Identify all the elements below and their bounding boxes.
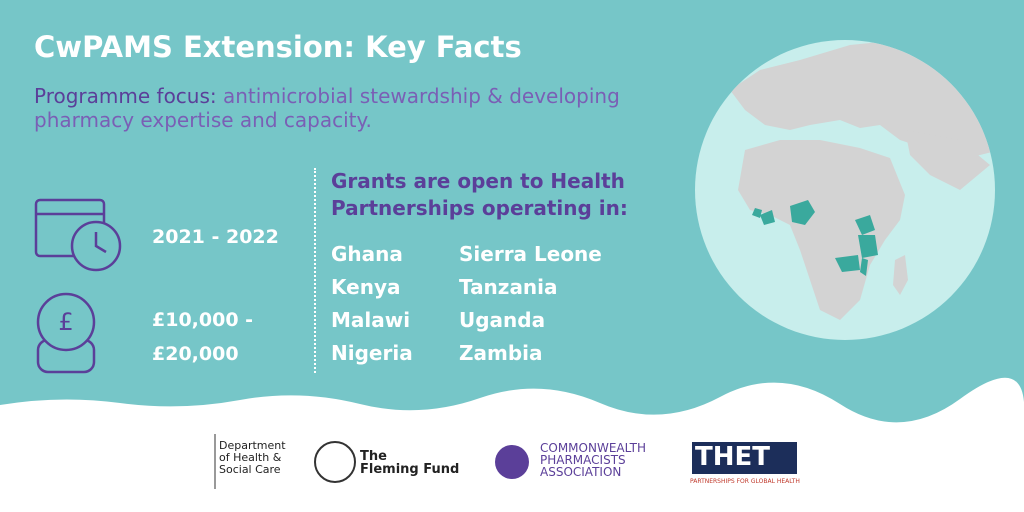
coins-icon: £	[36, 292, 96, 374]
funding-line: £10,000 -	[152, 309, 254, 331]
torn-paper	[0, 377, 1024, 512]
fleming: The Fleming Fund	[360, 450, 459, 476]
heading-line: Grants are open to Health	[331, 169, 625, 193]
grants-heading: Grants are open to Health Partnerships op…	[331, 168, 628, 222]
svg-text:£: £	[58, 308, 73, 336]
cpa: COMMONWEALTH PHARMACISTS ASSOCIATION	[540, 442, 646, 478]
thet: THET	[695, 442, 770, 472]
country-column: Ghana Kenya Malawi Nigeria	[331, 238, 413, 370]
country: Kenya	[331, 275, 401, 299]
logo-line: Department	[219, 439, 286, 452]
thet-tagline: PARTNERSHIPS FOR GLOBAL HEALTH	[690, 478, 800, 485]
logos: Department of Health & Social Care The Flem…	[0, 412, 1024, 512]
funding-line: £20,000	[152, 343, 239, 365]
country: Sierra Leone	[459, 242, 602, 266]
logo-line: The	[360, 449, 387, 464]
focus: Programme focus: antimicrobial stewardsh…	[34, 84, 674, 132]
divider	[314, 168, 316, 373]
calendar-icon	[34, 198, 122, 272]
fleming-icon	[314, 441, 356, 483]
focus-label: Programme focus:	[34, 84, 217, 108]
thet-box	[692, 442, 797, 474]
logo-line: of Health &	[219, 451, 282, 464]
land	[730, 40, 995, 320]
country: Tanzania	[459, 275, 558, 299]
country: Ghana	[331, 242, 403, 266]
logo-line: ASSOCIATION	[540, 465, 622, 479]
logo-line: Social Care	[219, 463, 281, 476]
logo-line: PHARMACISTS	[540, 453, 626, 467]
logo-art	[214, 434, 797, 489]
logo-line: COMMONWEALTH	[540, 441, 646, 455]
title: CwPAMS Extension: Key Facts	[34, 30, 522, 64]
country: Uganda	[459, 308, 546, 332]
dates: 2021 - 2022	[152, 226, 279, 248]
country: Nigeria	[331, 341, 413, 365]
heading-line: Partnerships operating in:	[331, 196, 628, 220]
focus-text: antimicrobial stewardship & developing p…	[34, 84, 620, 132]
country: Zambia	[459, 341, 543, 365]
country: Malawi	[331, 308, 411, 332]
country-column: Sierra Leone Tanzania Uganda Zambia	[459, 238, 602, 370]
cpa-icon	[495, 445, 529, 479]
logo-line: Fleming Fund	[360, 462, 460, 477]
dhsc: Department of Health & Social Care	[219, 440, 286, 476]
funding: £10,000 - £20,000	[152, 303, 253, 371]
